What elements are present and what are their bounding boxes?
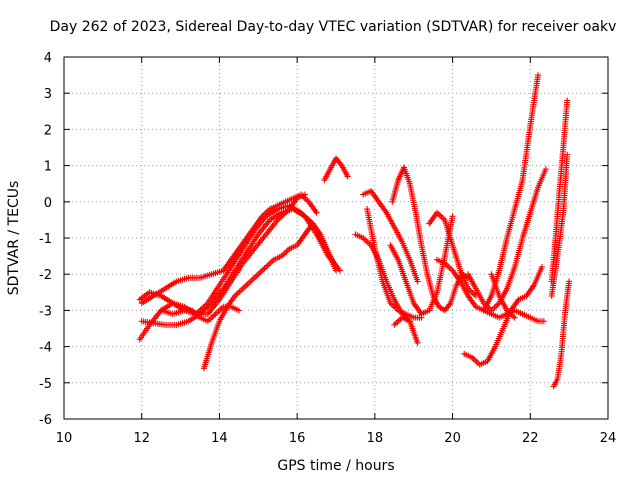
data-series-15 <box>434 72 542 314</box>
x-tick-label: 12 <box>133 431 150 446</box>
data-series-16 <box>465 166 549 314</box>
y-tick-label: 2 <box>44 123 52 138</box>
x-axis-tick-labels: 10 12 14 16 18 20 22 24 <box>56 431 617 446</box>
data-point <box>333 267 339 274</box>
data-series-21 <box>548 151 571 299</box>
data-point <box>344 173 351 180</box>
y-tick-label: -2 <box>39 268 52 283</box>
chart-title: Day 262 of 2023, Sidereal Day-to-day VTE… <box>50 19 617 35</box>
y-tick-label: -1 <box>39 232 52 247</box>
y-tick-label: -3 <box>39 304 52 319</box>
y-tick-label: 4 <box>44 51 52 66</box>
data-point <box>449 213 456 220</box>
data-point <box>235 307 242 314</box>
data-series-6 <box>200 220 339 372</box>
y-axis-tick-labels: -6 -5 -4 -3 -2 -1 0 1 2 3 4 <box>39 51 52 428</box>
data-series-7 <box>321 155 351 184</box>
x-tick-label: 16 <box>289 431 306 446</box>
y-tick-label: -4 <box>39 341 52 356</box>
y-tick-label: 3 <box>44 87 52 102</box>
data-point <box>540 318 547 325</box>
data-series-9 <box>360 187 421 285</box>
data-series-10 <box>364 206 425 321</box>
y-tick-label: 1 <box>44 160 52 175</box>
data-point <box>511 314 518 321</box>
data-points <box>136 72 573 390</box>
data-series-5 <box>158 303 242 325</box>
data-point <box>414 278 421 285</box>
data-series-11 <box>389 164 472 314</box>
data-series-3 <box>138 206 343 328</box>
data-series-12 <box>387 213 456 318</box>
x-axis-label: GPS time / hours <box>277 458 394 474</box>
data-series-22 <box>550 278 573 390</box>
x-tick-label: 10 <box>56 431 73 446</box>
data-series-14 <box>391 314 421 346</box>
data-point <box>542 166 549 173</box>
axis-ticks <box>63 56 609 420</box>
x-tick-label: 24 <box>600 431 617 446</box>
data-series-18 <box>480 307 547 325</box>
data-point <box>564 97 571 104</box>
y-tick-label: -5 <box>39 377 52 392</box>
gridlines <box>64 57 608 419</box>
data-point <box>446 301 453 308</box>
x-tick-label: 14 <box>211 431 228 446</box>
data-point <box>564 151 571 158</box>
data-point <box>535 72 542 79</box>
y-tick-label: -6 <box>39 413 52 428</box>
data-point <box>337 161 344 168</box>
data-point <box>313 209 320 216</box>
data-series-13 <box>426 209 479 299</box>
data-series-19 <box>488 271 518 321</box>
data-point <box>566 278 573 285</box>
data-point <box>538 263 545 270</box>
y-axis-label: SDTVAR / TECUs <box>6 181 22 296</box>
data-point <box>414 339 421 346</box>
x-tick-label: 18 <box>367 431 384 446</box>
y-tick-label: 0 <box>44 196 52 211</box>
x-tick-label: 20 <box>444 431 461 446</box>
data-series-4 <box>138 191 320 307</box>
x-tick-label: 22 <box>522 431 539 446</box>
